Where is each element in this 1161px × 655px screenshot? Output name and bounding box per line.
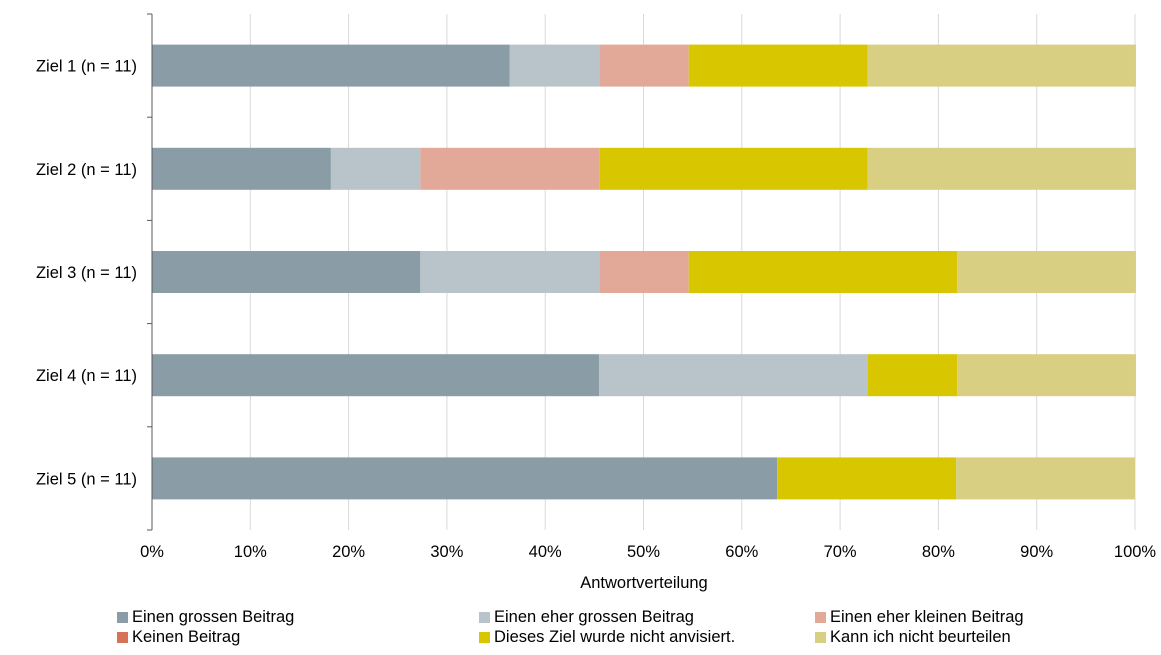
bar-segment — [152, 147, 331, 190]
legend-item: Einen grossen Beitrag — [117, 608, 479, 627]
legend-label: Dieses Ziel wurde nicht anvisiert. — [494, 628, 736, 646]
bar-segment — [420, 251, 600, 293]
x-tick-label: 70% — [824, 543, 857, 561]
bar-segment — [152, 457, 778, 500]
legend-swatch — [117, 612, 128, 623]
legend-label: Keinen Beitrag — [132, 628, 241, 646]
bar-segment — [152, 44, 510, 87]
legend-label: Kann ich nicht beurteilen — [830, 628, 1011, 646]
bar-segment — [599, 251, 689, 293]
x-tick-label: 80% — [922, 543, 955, 561]
bar-segment — [152, 354, 600, 397]
bar-segment — [599, 147, 868, 190]
legend-swatch — [117, 632, 128, 643]
legend-swatch — [815, 632, 826, 643]
y-category-label: Ziel 1 (n = 11) — [36, 58, 137, 76]
x-tick-label: 40% — [529, 543, 562, 561]
bar-segment — [777, 457, 957, 500]
legend: Einen grossen Beitrag Einen eher grossen … — [117, 608, 1157, 647]
x-tick-label: 10% — [234, 543, 267, 561]
bar-segment — [867, 44, 1136, 87]
y-category-label: Ziel 2 (n = 11) — [36, 161, 137, 179]
bar-segment — [509, 44, 600, 87]
bar-segment — [956, 457, 1135, 500]
y-category-label: Ziel 5 (n = 11) — [36, 470, 137, 488]
bar-segment — [957, 251, 1136, 293]
bar-segment — [867, 354, 958, 397]
legend-item: Einen eher grossen Beitrag — [479, 608, 815, 627]
legend-item: Dieses Ziel wurde nicht anvisiert. — [479, 628, 815, 647]
legend-item: Einen eher kleinen Beitrag — [815, 608, 1157, 627]
x-axis-title: Antwortverteilung — [580, 574, 707, 592]
x-axis-labels: 0% 10% 20% 30% 40% 50% 60% 70% 80% 90% 100% — [140, 543, 1156, 561]
x-tick-label: 20% — [332, 543, 365, 561]
legend-item: Keinen Beitrag — [117, 628, 479, 647]
y-axis-labels: Ziel 1 (n = 11) Ziel 2 (n = 11) Ziel 3 (n … — [36, 58, 137, 489]
legend-label: Einen eher grossen Beitrag — [494, 608, 694, 626]
legend-swatch — [479, 612, 490, 623]
x-tick-label: 100% — [1114, 543, 1157, 561]
legend-item: Kann ich nicht beurteilen — [815, 628, 1157, 647]
bar-segment — [330, 147, 421, 190]
bar-segment — [867, 147, 1136, 190]
bar-segment — [957, 354, 1136, 397]
bar-segment — [688, 44, 868, 87]
bar-segment — [599, 44, 689, 87]
bar-segment — [420, 147, 600, 190]
x-tick-label: 30% — [430, 543, 463, 561]
legend-label: Einen grossen Beitrag — [132, 608, 295, 626]
bars — [152, 44, 1136, 500]
legend-swatch — [479, 632, 490, 643]
y-category-label: Ziel 3 (n = 11) — [36, 264, 137, 282]
legend-label: Einen eher kleinen Beitrag — [830, 608, 1024, 626]
legend-swatch — [815, 612, 826, 623]
x-tick-label: 90% — [1020, 543, 1053, 561]
stacked-bar-chart: Ziel 1 (n = 11) Ziel 2 (n = 11) Ziel 3 (n … — [36, 13, 1156, 592]
y-category-label: Ziel 4 (n = 11) — [36, 367, 137, 385]
x-tick-label: 60% — [725, 543, 758, 561]
x-tick-label: 50% — [627, 543, 660, 561]
bar-segment — [152, 251, 421, 293]
bar-segment — [599, 354, 868, 397]
bar-segment — [688, 251, 958, 293]
axes — [147, 13, 153, 531]
x-tick-label: 0% — [140, 543, 164, 561]
